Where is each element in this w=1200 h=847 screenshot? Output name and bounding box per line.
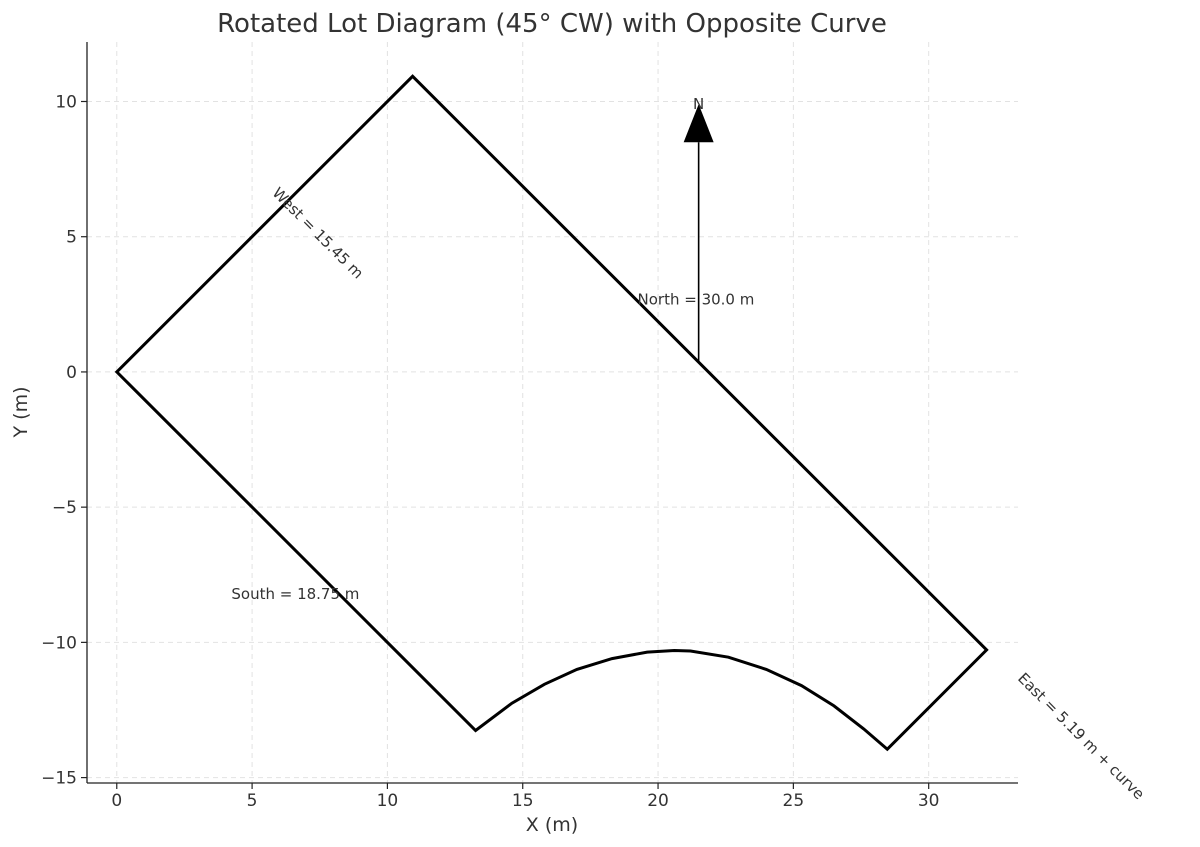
north-arrow-head <box>683 104 714 143</box>
x-tick-label: 20 <box>647 791 669 811</box>
y-tick-label: −10 <box>41 633 77 653</box>
edge-annotation: West = 15.45 m <box>269 184 368 283</box>
y-tick-label: −5 <box>52 498 77 518</box>
y-tick-label: 10 <box>55 92 77 112</box>
y-tick-label: 0 <box>66 363 77 383</box>
grid <box>87 42 1018 783</box>
y-axis-label: Y (m) <box>10 387 32 439</box>
north-arrow: N <box>683 95 714 362</box>
y-tick-label: −15 <box>41 769 77 789</box>
x-tick-label: 25 <box>783 791 805 811</box>
annotations: West = 15.45 m North = 30.0 m South = 18.7… <box>231 184 1148 803</box>
x-tick-label: 30 <box>918 791 940 811</box>
x-axis-label: X (m) <box>526 814 578 836</box>
lot-boundary-line <box>114 74 989 752</box>
x-axis-ticks: 0 5 10 15 20 25 30 <box>111 783 940 811</box>
y-tick-label: 5 <box>66 228 77 248</box>
x-tick-label: 10 <box>377 791 399 811</box>
x-tick-label: 0 <box>111 791 122 811</box>
edge-annotation: North = 30.0 m <box>638 290 755 308</box>
chart-title: Rotated Lot Diagram (45° CW) with Opposi… <box>217 9 887 39</box>
north-arrow-label: N <box>693 95 704 113</box>
x-tick-label: 15 <box>512 791 534 811</box>
edge-annotation: South = 18.75 m <box>231 585 359 603</box>
edge-annotation: East = 5.19 m + curve <box>1014 669 1148 803</box>
axes-spines <box>86 42 1018 784</box>
y-axis-ticks: −15 −10 −5 0 5 10 <box>41 92 87 789</box>
x-tick-label: 5 <box>247 791 258 811</box>
